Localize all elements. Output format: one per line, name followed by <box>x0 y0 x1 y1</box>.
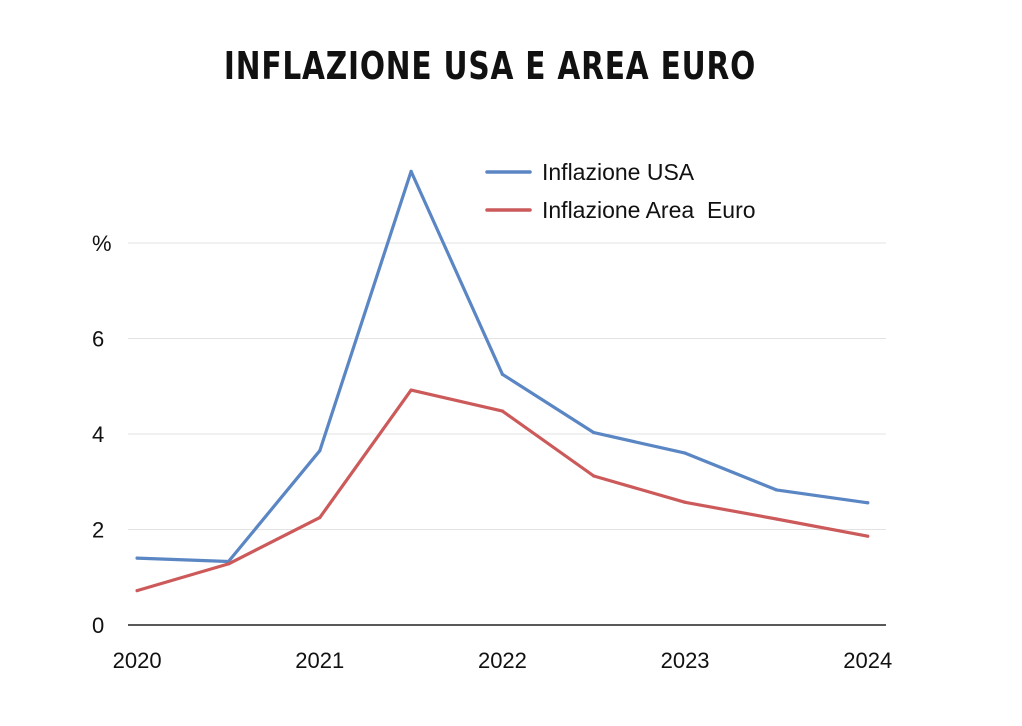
y-tick-label-3: 6 <box>92 327 104 352</box>
x-tick-label-2020: 2020 <box>113 648 162 673</box>
data-point-usa-4 <box>500 372 505 376</box>
y-tick-label-4: % <box>92 231 112 256</box>
x-tick-label-2022: 2022 <box>478 648 527 673</box>
legend-label-usa: Inflazione USA <box>542 159 695 185</box>
data-point-euro-2 <box>318 515 322 520</box>
data-point-usa-2 <box>318 449 322 453</box>
legend-label-euro: Inflazione Area Euro <box>542 197 756 223</box>
data-point-usa-8 <box>866 501 870 505</box>
y-tick-label-2: 4 <box>92 422 104 447</box>
data-point-euro-3 <box>409 388 413 392</box>
data-point-euro-6 <box>683 500 687 504</box>
data-point-euro-5 <box>592 474 596 478</box>
series-lines <box>135 169 870 593</box>
data-point-euro-1 <box>226 562 231 566</box>
series-line-usa <box>135 169 870 564</box>
data-point-usa-3 <box>409 169 413 173</box>
y-tick-label-1: 2 <box>92 518 104 543</box>
data-point-euro-0 <box>135 589 139 593</box>
series-line-euro <box>135 388 870 593</box>
y-tick-label-0: 0 <box>92 613 104 638</box>
x-tick-label-2021: 2021 <box>295 648 344 673</box>
data-point-usa-7 <box>774 488 779 492</box>
legend: Inflazione USA Inflazione Area Euro <box>485 159 756 223</box>
x-tick-label-2024: 2024 <box>843 648 892 673</box>
data-point-usa-6 <box>683 451 687 455</box>
axes: 0 2 4 6% 2020 2021 2022 2023 2024 <box>92 231 892 673</box>
chart-title: INFLAZIONE USA E AREA EURO <box>223 44 757 88</box>
data-point-usa-5 <box>592 430 596 435</box>
data-point-euro-4 <box>500 409 505 413</box>
data-point-usa-0 <box>135 556 139 560</box>
x-tick-label-2023: 2023 <box>661 648 710 673</box>
data-point-euro-7 <box>774 517 779 521</box>
data-point-euro-8 <box>866 534 870 538</box>
